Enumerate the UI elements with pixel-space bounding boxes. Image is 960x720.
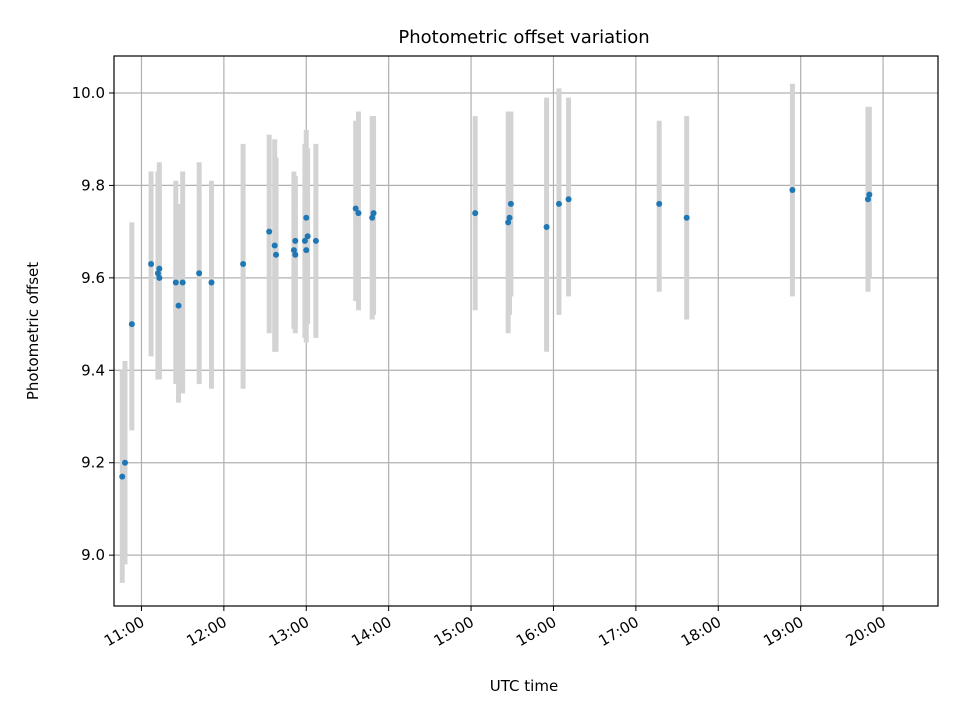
data-point xyxy=(864,196,871,203)
data-point xyxy=(172,279,179,286)
data-point xyxy=(266,228,273,235)
data-point xyxy=(352,205,359,212)
data-point xyxy=(290,247,297,254)
data-point xyxy=(789,187,796,194)
data-point xyxy=(312,237,319,244)
data-point xyxy=(304,233,311,240)
plot-frame xyxy=(113,55,939,607)
data-point xyxy=(156,265,163,272)
y-tick-label: 9.0 xyxy=(81,546,105,564)
data-point xyxy=(292,237,299,244)
data-point xyxy=(271,242,278,249)
data-point xyxy=(472,210,479,217)
grid xyxy=(114,56,938,606)
data-point xyxy=(273,251,280,258)
x-axis-label: UTC time xyxy=(490,677,558,695)
data-point xyxy=(240,260,247,267)
data-point xyxy=(656,200,663,207)
data-point xyxy=(148,260,155,267)
data-point xyxy=(355,210,362,217)
data-point xyxy=(292,251,299,258)
data-point xyxy=(555,200,562,207)
data-point xyxy=(505,219,512,226)
data-point xyxy=(196,270,203,277)
data-point xyxy=(121,459,128,466)
y-tick-label: 9.6 xyxy=(81,269,105,287)
data-point xyxy=(175,302,182,309)
data-point xyxy=(301,237,308,244)
data-point xyxy=(208,279,215,286)
data-point xyxy=(154,270,161,277)
y-tick-label: 9.2 xyxy=(81,454,105,472)
y-tick-label: 9.8 xyxy=(81,176,105,194)
data-point xyxy=(119,473,126,480)
y-tick-label: 10.0 xyxy=(72,84,105,102)
data-point xyxy=(369,214,376,221)
y-axis-ticks: 9.0 9.2 9.4 9.6 9.8 10.0 xyxy=(72,84,114,564)
data-point xyxy=(179,279,186,286)
y-tick-label: 9.4 xyxy=(81,361,105,379)
data-point xyxy=(303,214,310,221)
data-point xyxy=(156,274,163,281)
data-point xyxy=(543,224,550,231)
data-point xyxy=(506,214,513,221)
data-point xyxy=(128,321,135,328)
data-point xyxy=(303,247,310,254)
chart-title: Photometric offset variation xyxy=(398,27,649,48)
data-point xyxy=(565,196,572,203)
y-axis-label: Photometric offset xyxy=(24,262,42,400)
data-point xyxy=(683,214,690,221)
data-point xyxy=(507,200,514,207)
data-point xyxy=(370,210,377,217)
data-point xyxy=(866,191,873,198)
data-points xyxy=(119,187,873,480)
